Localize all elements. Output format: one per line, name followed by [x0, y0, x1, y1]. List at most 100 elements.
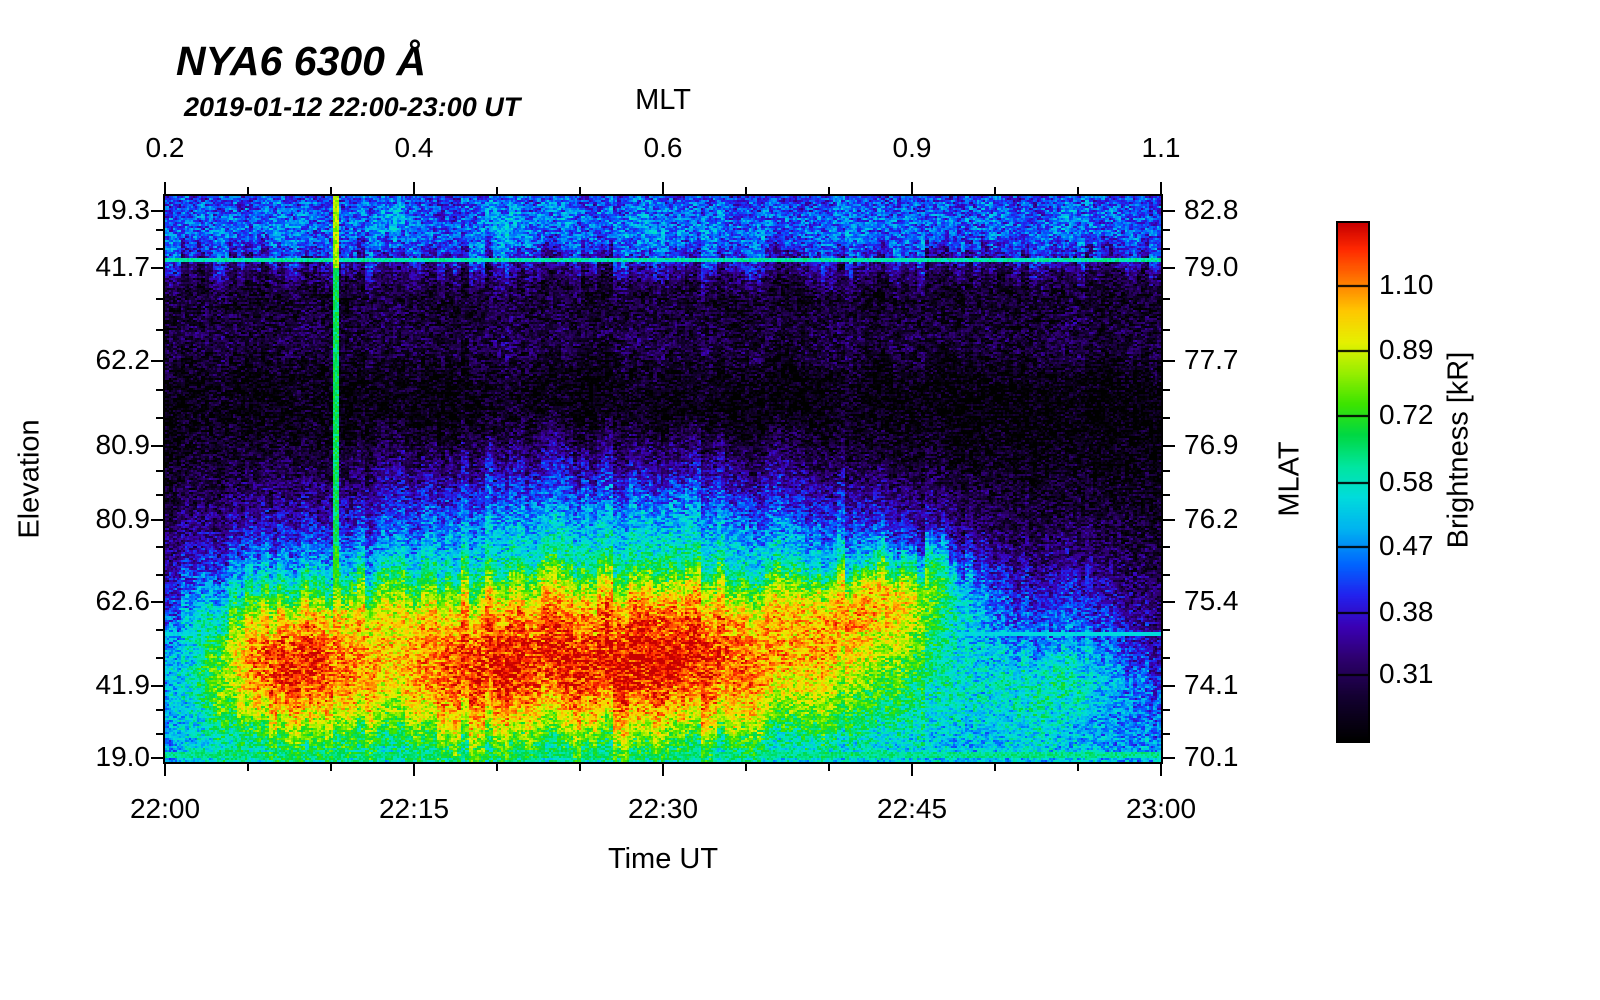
tick-mark: [1163, 685, 1175, 688]
left-tick-label: 80.9: [95, 429, 151, 461]
right-tick-label: 75.4: [1184, 585, 1239, 617]
tick-mark: [156, 329, 163, 332]
tick-mark: [151, 266, 163, 269]
heatmap-canvas: [165, 196, 1161, 762]
tick-mark: [156, 733, 163, 736]
top-tick-label: 0.6: [643, 132, 683, 163]
tick-mark: [1163, 629, 1170, 632]
tick-mark: [1163, 360, 1175, 363]
colorbar-tick-label: 1.10: [1379, 268, 1434, 300]
tick-mark: [151, 360, 163, 363]
tick-mark: [151, 685, 163, 688]
tick-mark: [911, 764, 913, 776]
right-tick-label: 79.0: [1184, 250, 1239, 282]
tick-mark: [1163, 573, 1170, 576]
tick-mark: [579, 764, 581, 771]
tick-mark: [151, 445, 163, 448]
tick-mark: [164, 182, 166, 194]
tick-mark: [164, 764, 166, 776]
tick-mark: [496, 764, 498, 771]
colorbar-tick-label: 0.58: [1379, 465, 1434, 497]
right-axis-label: MLAT: [1273, 441, 1306, 517]
colorbar-canvas: [1338, 223, 1368, 741]
bottom-tick-label: 22:15: [378, 793, 450, 824]
tick-mark: [151, 209, 163, 212]
tick-mark: [1163, 209, 1175, 212]
tick-mark: [1163, 494, 1170, 497]
left-axis-label: Elevation: [13, 419, 46, 539]
tick-mark: [1163, 388, 1170, 391]
tick-mark: [496, 187, 498, 194]
tick-mark: [156, 709, 163, 712]
plot-title: NYA6 6300 Å: [176, 38, 426, 84]
left-tick-label: 19.0: [95, 741, 151, 773]
tick-mark: [1163, 266, 1175, 269]
tick-mark: [151, 518, 163, 521]
tick-mark: [156, 469, 163, 472]
top-tick-label: 0.4: [394, 132, 434, 163]
tick-mark: [156, 657, 163, 660]
left-tick-label: 62.6: [95, 585, 151, 617]
tick-mark: [1163, 601, 1175, 604]
tick-mark: [1077, 764, 1079, 771]
colorbar-tick-label: 0.72: [1379, 399, 1434, 431]
tick-mark: [1163, 329, 1170, 332]
right-tick-label: 77.7: [1184, 344, 1239, 376]
tick-mark: [745, 187, 747, 194]
tick-mark: [156, 228, 163, 231]
tick-mark: [413, 764, 415, 776]
tick-mark: [994, 764, 996, 771]
tick-mark: [1160, 764, 1162, 776]
bottom-axis-label: Time UT: [607, 843, 719, 875]
tick-mark: [1163, 416, 1170, 419]
tick-mark: [1163, 298, 1170, 300]
tick-mark: [745, 764, 747, 771]
tick-mark: [1163, 247, 1170, 250]
left-tick-label: 19.3: [95, 193, 151, 225]
tick-mark: [1163, 733, 1170, 736]
tick-mark: [1163, 469, 1170, 472]
left-tick-label: 80.9: [95, 502, 151, 534]
tick-mark: [156, 629, 163, 632]
right-tick-label: 76.9: [1184, 429, 1239, 461]
left-tick-label: 62.2: [95, 344, 151, 376]
colorbar-label: Brightness [kR]: [1442, 351, 1475, 549]
bottom-tick-label: 23:00: [1125, 793, 1197, 824]
tick-mark: [579, 187, 581, 194]
left-tick-label: 41.7: [95, 250, 151, 282]
tick-mark: [151, 757, 163, 760]
tick-mark: [828, 764, 830, 771]
tick-mark: [662, 182, 664, 194]
tick-mark: [662, 764, 664, 776]
tick-mark: [828, 187, 830, 194]
top-axis-label: MLT: [635, 84, 691, 116]
right-tick-label: 70.1: [1184, 741, 1239, 773]
tick-mark: [1077, 187, 1079, 194]
tick-mark: [1163, 709, 1170, 712]
right-tick-label: 76.2: [1184, 502, 1239, 534]
tick-mark: [156, 298, 163, 300]
colorbar-tick-label: 0.31: [1379, 657, 1434, 689]
colorbar-tick-label: 0.47: [1379, 530, 1434, 562]
colorbar-frame: [1336, 221, 1370, 743]
tick-mark: [1163, 518, 1175, 521]
tick-mark: [330, 764, 332, 771]
tick-mark: [1163, 657, 1170, 660]
tick-mark: [156, 388, 163, 391]
right-tick-label: 74.1: [1184, 669, 1239, 701]
tick-mark: [156, 573, 163, 576]
tick-mark: [413, 182, 415, 194]
tick-mark: [156, 416, 163, 419]
top-tick-label: 1.1: [1141, 132, 1181, 163]
bottom-tick-label: 22:45: [876, 793, 948, 824]
tick-mark: [151, 601, 163, 604]
tick-mark: [1163, 445, 1175, 448]
right-tick-label: 82.8: [1184, 193, 1239, 225]
tick-mark: [330, 187, 332, 194]
tick-mark: [247, 764, 249, 771]
plot-subtitle: 2019-01-12 22:00-23:00 UT: [184, 92, 521, 122]
tick-mark: [1160, 182, 1162, 194]
left-tick-label: 41.9: [95, 669, 151, 701]
tick-mark: [1163, 228, 1170, 231]
